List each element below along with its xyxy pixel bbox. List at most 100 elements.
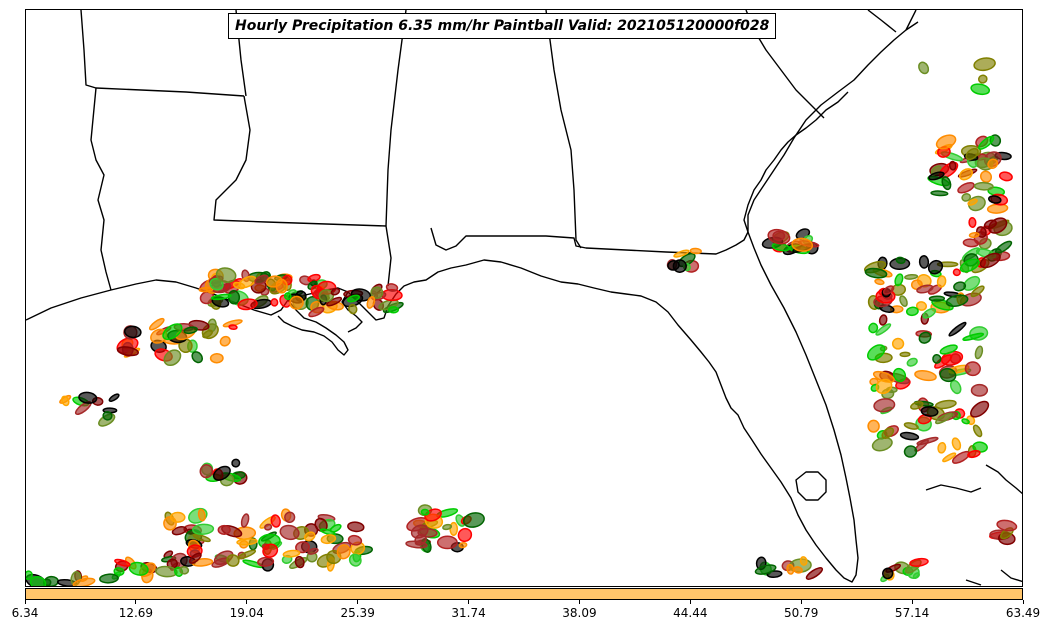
precip-contour-blob bbox=[931, 298, 954, 311]
precip-contour-blob bbox=[906, 357, 918, 367]
precip-contour-blob bbox=[945, 294, 969, 308]
precip-contour-blob bbox=[899, 295, 908, 307]
precip-contour-blob bbox=[294, 555, 305, 569]
precip-contour-blob bbox=[867, 344, 886, 361]
colorbar-tick bbox=[689, 600, 691, 604]
precip-contour-blob bbox=[263, 523, 273, 531]
precip-contour-blob bbox=[881, 427, 895, 439]
state-border-ms-al bbox=[385, 10, 407, 227]
precip-contour-blob bbox=[295, 541, 310, 554]
precip-contour-blob bbox=[970, 285, 985, 298]
precip-contour-blob bbox=[970, 383, 989, 397]
precip-contour-blob bbox=[270, 298, 279, 307]
precip-contour-blob bbox=[951, 437, 962, 451]
precip-contour-blob bbox=[767, 228, 791, 245]
precip-contour-blob bbox=[934, 399, 957, 410]
precip-contour-blob bbox=[939, 344, 958, 355]
precip-contour-blob bbox=[457, 527, 473, 543]
precip-contour-blob bbox=[974, 345, 984, 360]
precip-contour-blob bbox=[927, 259, 944, 275]
precip-contour-blob bbox=[951, 450, 971, 464]
precip-contour-blob bbox=[910, 401, 924, 410]
precip-contour-blob bbox=[102, 411, 113, 421]
colorbar-tick-label: 57.14 bbox=[894, 606, 930, 620]
precip-contour-blob bbox=[948, 321, 967, 337]
colorbar-tick-label: 6.34 bbox=[11, 606, 39, 620]
precip-contour-blob bbox=[283, 292, 292, 301]
precip-contour-blob bbox=[237, 549, 257, 560]
precip-contour-blob bbox=[270, 514, 281, 528]
precip-contour-blob bbox=[262, 543, 279, 558]
state-border-al-ga bbox=[545, 10, 582, 249]
precip-contour-blob bbox=[970, 83, 991, 96]
precip-contour-blob bbox=[228, 324, 238, 330]
colorbar-tick bbox=[800, 600, 802, 604]
precip-contour-blob bbox=[108, 393, 120, 402]
colorbar-tick-label: 50.79 bbox=[784, 606, 819, 620]
colorbar-tick bbox=[468, 600, 470, 604]
precip-contour-blob bbox=[953, 281, 967, 292]
precip-contour-blob bbox=[904, 273, 919, 280]
precip-contour-blob bbox=[307, 547, 319, 555]
precip-contour-blob bbox=[977, 74, 988, 84]
precip-contour-blob bbox=[308, 306, 325, 318]
precip-contour-blob bbox=[279, 524, 300, 541]
state-border-nc-sc bbox=[867, 10, 897, 33]
precip-contour-blob bbox=[458, 541, 468, 549]
precip-contour-blob bbox=[667, 260, 680, 271]
precip-contour-blob bbox=[988, 195, 1002, 204]
colorbar-tick bbox=[246, 600, 248, 604]
precip-contour-blob bbox=[319, 528, 336, 536]
precip-contour-blob bbox=[903, 422, 919, 430]
precip-contour-blob bbox=[899, 351, 911, 358]
precip-contour-blob bbox=[964, 361, 981, 377]
precip-contour-blob bbox=[29, 576, 47, 586]
precip-contour-blob bbox=[995, 240, 1013, 254]
precip-contour-blob bbox=[968, 217, 977, 228]
precip-contour-blob bbox=[197, 508, 206, 522]
colorbar-tick bbox=[24, 600, 26, 604]
precip-contour-blob bbox=[366, 295, 376, 309]
precip-contour-blob bbox=[978, 135, 995, 150]
precip-contour-blob bbox=[330, 287, 341, 296]
precip-contour-blob bbox=[231, 458, 241, 468]
precip-contour-blob bbox=[420, 508, 430, 516]
precip-contour-blob bbox=[918, 61, 930, 75]
precip-contour-blob bbox=[326, 296, 343, 307]
precip-contour-blob bbox=[237, 298, 258, 311]
colorbar-tick bbox=[357, 600, 359, 604]
precip-contour-blob bbox=[347, 521, 365, 533]
precip-contour-blob bbox=[188, 552, 202, 564]
precip-contour-blob bbox=[212, 465, 231, 481]
colorbar-tick-label: 25.39 bbox=[340, 606, 375, 620]
precip-contour-blob bbox=[967, 449, 981, 459]
precip-contour-blob bbox=[957, 182, 975, 194]
precip-contour-blob bbox=[962, 332, 985, 341]
precip-contour-blob bbox=[329, 523, 342, 533]
precip-contour-blob bbox=[987, 158, 999, 170]
precip-contour-blob bbox=[284, 511, 296, 524]
precip-contour-blob bbox=[930, 190, 949, 197]
colorbar-tick-label: 63.49 bbox=[1005, 606, 1041, 620]
precip-contour-blob bbox=[928, 171, 945, 181]
precip-contour-blob bbox=[348, 303, 358, 315]
precip-contour-blob bbox=[998, 171, 1013, 182]
precip-contour-blob bbox=[912, 572, 921, 580]
precip-contour-blob bbox=[673, 249, 690, 258]
precip-contour-blob bbox=[114, 558, 131, 567]
precip-contour-blob bbox=[799, 556, 808, 566]
precip-contour-blob bbox=[791, 237, 814, 252]
colorbar-tick-label: 19.04 bbox=[229, 606, 264, 620]
precip-contour-blob bbox=[254, 274, 269, 285]
precip-contour-blob bbox=[952, 268, 961, 277]
precip-contour-blob bbox=[128, 561, 149, 576]
precip-contour-blob bbox=[979, 252, 1001, 269]
precip-contour-blob bbox=[202, 329, 214, 339]
precip-contour-blob bbox=[882, 567, 894, 580]
precip-contour-blob bbox=[209, 352, 224, 364]
precip-contour-blob bbox=[217, 524, 231, 535]
precip-contour-blob bbox=[171, 526, 188, 536]
precip-contour-blob bbox=[918, 331, 932, 344]
colorbar-tick bbox=[911, 600, 913, 604]
precip-contour-blob bbox=[934, 412, 953, 425]
